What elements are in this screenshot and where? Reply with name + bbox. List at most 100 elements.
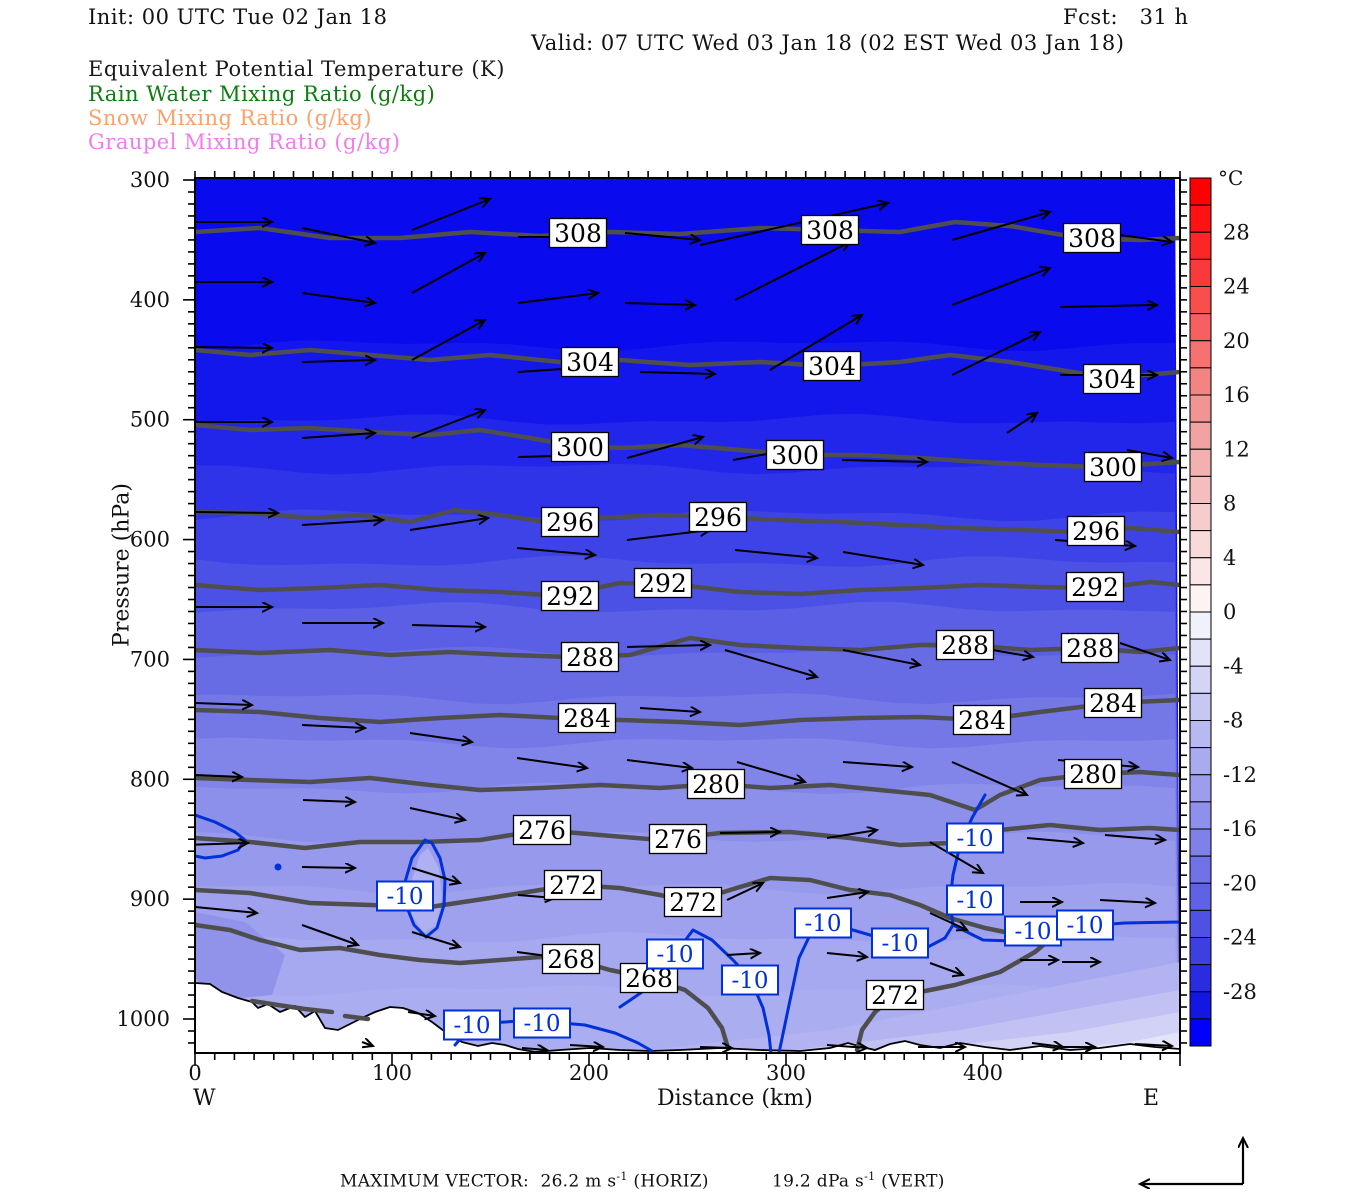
colorbar-label: -20 [1223,871,1257,895]
colorbar-label: 12 [1223,437,1250,461]
colorbar-cell [1189,855,1212,884]
theta-e-contour-304 [195,347,1180,381]
temp-label-box [946,884,1004,916]
theta-e-label-308: 308 [1068,224,1116,253]
colorbar-cell [1189,394,1212,423]
colorbar-cell [1189,421,1212,450]
colorbar-cell [1189,584,1212,613]
max-vector-horiz-unit: (HORIZ) [627,1171,709,1192]
colorbar-cell [1189,991,1212,1020]
colorbar-cell [1189,1018,1212,1047]
legend-theta-e: Equivalent Potential Temperature (K) [88,57,505,81]
theta-e-label-box [633,567,693,599]
theta-e-label-box [688,501,748,533]
temp-label-box [646,938,704,970]
x-tick-label: 100 [372,1061,412,1085]
colorbar-label: 8 [1223,492,1236,516]
x-tick-label: 300 [766,1061,806,1085]
theta-e-label-272: 272 [871,981,919,1010]
wind-vector [301,725,365,728]
temp-label-minus10: -10 [881,931,918,957]
wind-vector [1104,834,1165,840]
temp-label-box [794,907,852,939]
wind-vector [517,293,598,304]
theta-e-label-276: 276 [654,825,702,854]
temp-label-box [946,822,1004,854]
colorbar-label: 0 [1223,600,1236,624]
wind-vector [411,625,485,627]
theta-e-label-box [802,350,862,382]
wind-vector [719,832,780,833]
wind-vector [726,953,760,955]
colorbar-cell [1189,286,1212,315]
colorbar-cell [1189,747,1212,776]
theta-e-label-292: 292 [1071,573,1119,602]
colorbar-cell [1189,801,1212,830]
theta-e-label-box [557,702,617,734]
legend-rain-water: Rain Water Mixing Ratio (g/kg) [88,82,436,106]
temp-label-box [376,880,434,912]
theta-e-label-box [952,704,1012,736]
temp-label-box [513,1007,571,1039]
colorbar-label: -28 [1223,980,1257,1004]
wind-vector [736,761,805,782]
colorbar-label: -8 [1223,709,1243,733]
colorbar-cell [1189,828,1212,857]
colorbar-label: -16 [1223,817,1257,841]
x-axis-title: Distance (km) [657,1086,813,1111]
wind-vector [1059,305,1157,307]
temp-label-box [871,927,929,959]
temp-contour-minus10 [403,838,447,939]
colorbar-cell [1189,692,1212,721]
temp-label-minus10: -10 [1014,919,1051,945]
wind-vector [195,703,252,705]
colorbar-cell [1189,448,1212,477]
theta-e-label-288: 288 [941,631,989,660]
wind-vector [734,549,817,558]
theta-e-label-292: 292 [639,569,687,598]
x-tick-label: 400 [963,1061,1003,1085]
wind-vector [826,830,877,839]
theta-e-label-308: 308 [554,219,602,248]
max-vector-horiz-value: 26.2 m s [540,1171,617,1192]
theta-e-label-268: 268 [547,945,595,974]
wind-vector [1134,1044,1172,1046]
colorbar-label: 20 [1223,329,1250,353]
wind-vector [826,953,867,957]
wind-vector [951,332,1040,376]
theta-e-label-box [1082,363,1142,395]
theta-e-label-box [648,823,708,855]
wind-vector [301,292,375,303]
theta-e-label-304: 304 [808,352,856,381]
max-vector-vert-unit: (VERT) [875,1171,945,1192]
wind-vector [411,253,485,294]
colorbar-cell [1189,774,1212,803]
temp-label-minus10: -10 [1066,913,1103,939]
temp-label-box [1004,915,1062,947]
theta-e-label-300: 300 [1089,453,1137,482]
wind-vector [639,372,715,374]
colorbar-cell [1189,204,1212,233]
theta-e-label-box [765,439,825,471]
wind-vector [842,551,923,565]
theta-e-label-box [1065,571,1125,603]
theta-e-label-284: 284 [1089,689,1137,718]
terrain-outline [195,982,1180,1053]
colorbar-label: 16 [1223,383,1250,407]
wind-vector [195,843,248,845]
theta-e-label-box [1060,632,1120,664]
wind-vector [626,759,692,768]
y-tick-label: 1000 [117,1007,170,1031]
wind-vector [1006,413,1037,434]
colorbar-cell [1189,611,1212,640]
colorbar-cell [1189,937,1212,966]
temp-label-minus10: -10 [731,968,768,994]
light-temp-wedge [890,1012,1180,1053]
theta-e-label-284: 284 [958,706,1006,735]
colorbar-label: -4 [1223,654,1243,678]
theta-e-label-300: 300 [771,441,819,470]
colorbar-cell [1189,665,1212,694]
y-axis-title: Pressure (hPa) [109,483,135,647]
theta-e-label-296: 296 [546,508,594,537]
